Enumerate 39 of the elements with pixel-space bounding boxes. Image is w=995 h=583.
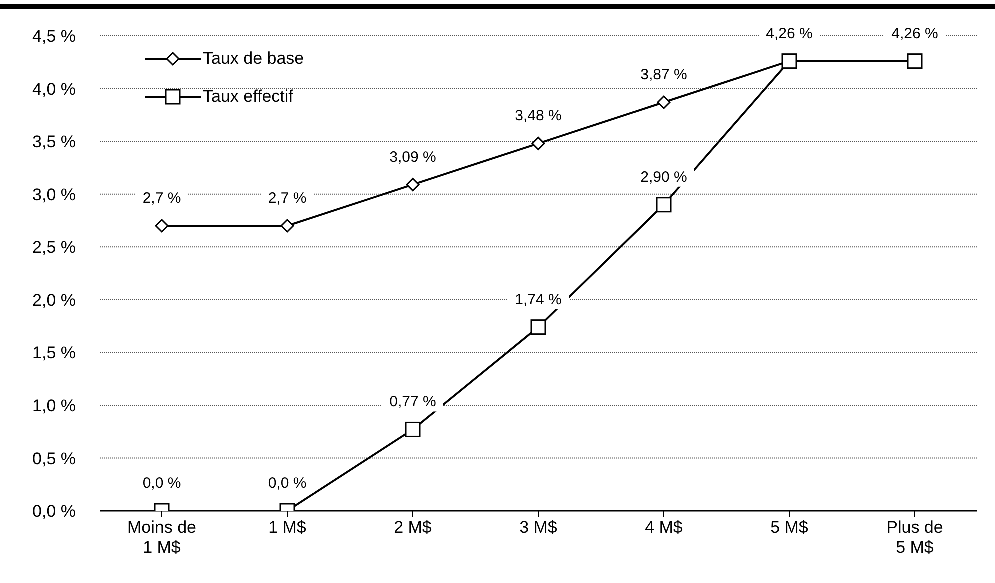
data-label: 4,26 % xyxy=(892,25,938,42)
y-tick-label: 3,5 % xyxy=(32,132,76,152)
y-tick-label: 0,0 % xyxy=(32,502,76,522)
x-tick-label: 3 M$ xyxy=(520,518,558,537)
data-label: 1,74 % xyxy=(515,291,562,308)
y-tick-label: 1,0 % xyxy=(32,396,76,416)
point xyxy=(405,422,421,438)
point xyxy=(406,178,420,192)
y-tick-label: 2,0 % xyxy=(32,290,76,310)
legend-label: Taux de base xyxy=(203,49,304,69)
x-tick-label: Plus de 5 M$ xyxy=(886,518,944,557)
y-tick-label: 4,0 % xyxy=(32,80,76,99)
data-label: 2,7 % xyxy=(142,190,182,207)
data-label: 3,87 % xyxy=(640,66,688,84)
x-tick-label: 5 M$ xyxy=(770,518,809,537)
point xyxy=(657,96,671,110)
y-tick-label: 0,5 % xyxy=(32,449,76,468)
legend-label: Taux effectif xyxy=(203,87,294,107)
point xyxy=(656,197,672,213)
data-label: 3,48 % xyxy=(515,108,562,125)
point xyxy=(530,320,546,336)
point xyxy=(155,219,169,233)
data-label: 0,0 % xyxy=(268,475,307,492)
x-tick-label: 4 M$ xyxy=(645,518,684,537)
data-label: 0,77 % xyxy=(390,394,436,411)
data-label: 0,0 % xyxy=(142,475,182,492)
x-tick-label: 2 M$ xyxy=(394,518,432,537)
data-label: 3,09 % xyxy=(390,148,436,166)
data-label: 2,7 % xyxy=(268,190,307,207)
y-tick-label: 4,5 % xyxy=(32,27,76,46)
x-tick-label: 1 M$ xyxy=(268,518,307,537)
data-label: 2,90 % xyxy=(640,168,688,186)
x-tick-label: Moins de 1 M$ xyxy=(128,518,196,557)
y-tick-label: 1,5 % xyxy=(32,344,76,363)
point xyxy=(280,219,294,233)
y-tick-label: 2,5 % xyxy=(32,238,76,258)
point xyxy=(532,136,546,150)
y-tick-label: 3,0 % xyxy=(32,185,76,204)
data-label: 4,26 % xyxy=(766,25,813,42)
